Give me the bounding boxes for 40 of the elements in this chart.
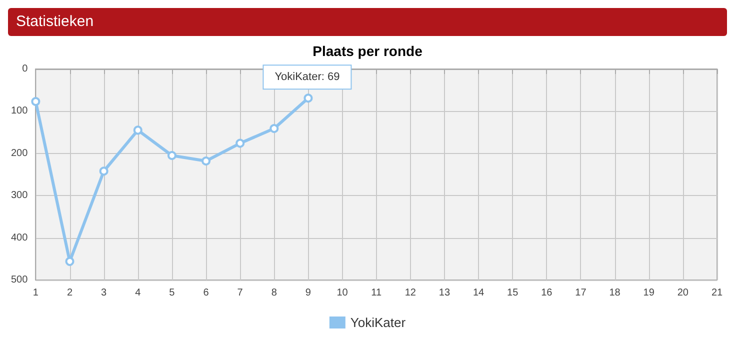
x-tick-label: 6 xyxy=(203,288,210,298)
x-tick-label: 20 xyxy=(677,288,689,298)
y-tick-label: 300 xyxy=(10,190,28,202)
x-tick-label: 2 xyxy=(66,288,73,298)
point xyxy=(202,156,211,166)
x-tick-label: 11 xyxy=(371,288,382,298)
x-tick-label: 19 xyxy=(643,288,655,298)
point xyxy=(133,126,142,135)
y-tick-label: 500 xyxy=(10,274,28,286)
point xyxy=(236,138,245,148)
x-tick-label: 5 xyxy=(169,288,176,298)
x-tick-label: 18 xyxy=(609,288,621,298)
point xyxy=(31,96,40,106)
x-tick-label: 1 xyxy=(32,288,39,298)
x-tick-label: 12 xyxy=(404,288,416,298)
x-tick-label: 10 xyxy=(336,288,348,298)
y-tick-label: 200 xyxy=(10,148,28,159)
annotation: YokiKater: 69 xyxy=(274,71,340,84)
x-tick-label: 3 xyxy=(101,288,108,298)
point xyxy=(167,151,176,160)
x-tick-label: 13 xyxy=(438,288,450,298)
x-tick-label: 15 xyxy=(507,288,519,298)
legend-label: YokiKater xyxy=(350,315,406,330)
x-tick-label: 16 xyxy=(541,288,553,298)
y-tick-label: 0 xyxy=(22,64,28,74)
y-tick-label: 400 xyxy=(10,232,28,244)
point xyxy=(99,166,108,176)
x-tick-label: 21 xyxy=(711,288,723,298)
x-tick-label: 17 xyxy=(575,288,587,298)
point xyxy=(304,94,313,103)
text: Statistieken xyxy=(16,13,94,30)
chart-title: Plaats per ronde xyxy=(312,43,423,59)
x-tick-label: 7 xyxy=(237,288,244,298)
x-tick-label: 14 xyxy=(472,288,485,298)
point xyxy=(270,124,279,133)
point xyxy=(65,256,74,266)
x-tick-label: 8 xyxy=(271,288,278,298)
x-tick-label: 9 xyxy=(305,288,312,298)
y-tick-label: 100 xyxy=(10,106,28,117)
x-tick-label: 4 xyxy=(135,288,142,298)
